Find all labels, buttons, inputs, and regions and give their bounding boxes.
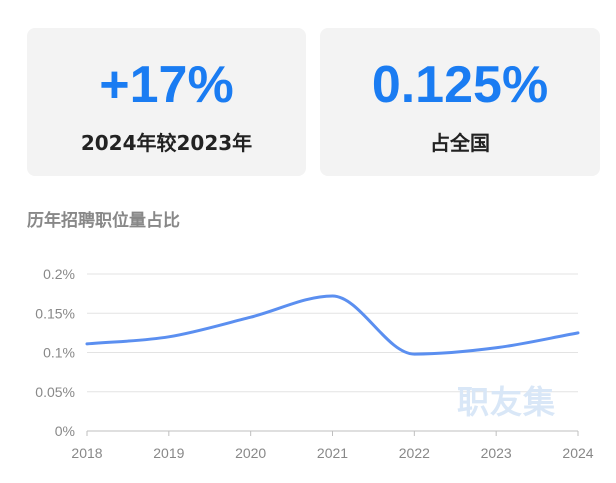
- stat-label-yoy: 2024年较2023年: [80, 131, 253, 155]
- x-tick-label: 2024: [562, 445, 593, 461]
- x-tick-label: 2022: [399, 445, 430, 461]
- series-line: [85, 294, 580, 356]
- x-tick-label: 2018: [71, 445, 102, 461]
- stat-value-yoy: +17%: [99, 56, 234, 114]
- stat-label-share: 占全国: [430, 131, 490, 155]
- y-tick-label: 0.1%: [43, 345, 75, 361]
- y-tick-label: 0.15%: [35, 305, 75, 321]
- chart-section-title: 历年招聘职位量占比: [27, 211, 180, 231]
- x-tick-label: 2021: [317, 445, 348, 461]
- watermark-logo: 职友集: [457, 383, 557, 421]
- y-tick-label: 0.2%: [43, 266, 75, 282]
- y-tick-label: 0%: [55, 423, 75, 439]
- stat-card-yoy: +17% 2024年较2023年: [27, 28, 306, 176]
- x-tick-label: 2019: [153, 445, 184, 461]
- y-tick-label: 0.05%: [35, 384, 75, 400]
- x-tick-label: 2020: [235, 445, 266, 461]
- stat-value-share: 0.125%: [371, 56, 549, 114]
- stat-card-share: 0.125% 占全国: [320, 28, 600, 176]
- x-tick-label: 2023: [481, 445, 512, 461]
